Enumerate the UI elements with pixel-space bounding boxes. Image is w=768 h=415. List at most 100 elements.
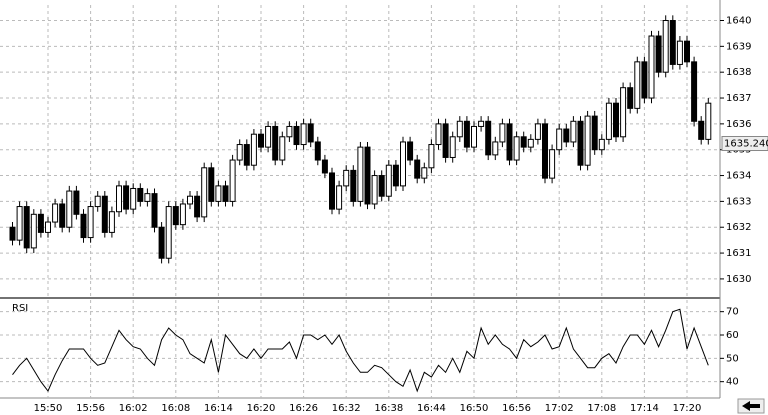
candle-body	[357, 146, 364, 202]
y-tick-label: 1640	[726, 16, 751, 27]
candle-body	[655, 35, 662, 73]
candle-body	[23, 206, 30, 249]
candle-body	[52, 203, 59, 223]
candle-body	[584, 115, 591, 166]
x-tick-label: 16:14	[204, 403, 233, 414]
x-tick-label: 16:38	[374, 403, 403, 414]
y-tick-label: 1630	[726, 274, 751, 285]
candle-body	[414, 159, 421, 179]
candle-body	[108, 211, 115, 233]
candle-body	[698, 120, 705, 140]
y-tick-label: 40	[726, 377, 739, 388]
candle-body	[130, 187, 137, 210]
scroll-button[interactable]	[737, 398, 765, 414]
candle-body	[634, 61, 641, 109]
candle-body	[158, 226, 165, 259]
candle-body	[116, 185, 122, 213]
candle-body	[471, 125, 477, 148]
x-tick-label: 16:32	[332, 403, 361, 414]
candle-body	[265, 125, 272, 148]
candle-body	[37, 213, 44, 233]
candle-body	[229, 159, 236, 202]
rsi-title: RSI	[12, 303, 28, 314]
candle-body	[591, 115, 598, 151]
candle-body	[371, 175, 378, 205]
y-tick-label: 1638	[726, 67, 751, 78]
candle-body	[179, 203, 186, 226]
candle-body	[705, 102, 712, 140]
candle-body	[421, 167, 428, 179]
candle-body	[627, 87, 634, 109]
candle-body	[293, 125, 300, 146]
x-tick-label: 17:02	[545, 403, 574, 414]
candle-body	[563, 128, 570, 143]
candle-body	[272, 125, 279, 161]
y-tick-label: 1631	[726, 248, 751, 259]
rsi-line	[12, 308, 709, 393]
candle-body	[669, 20, 676, 65]
candle-body	[691, 61, 698, 122]
candle-body	[577, 120, 584, 166]
x-tick-label: 16:56	[502, 403, 531, 414]
candle-body	[385, 164, 392, 197]
candle-body	[307, 123, 314, 143]
candle-body	[101, 195, 108, 233]
candle-body	[350, 169, 357, 202]
candle-body	[684, 40, 690, 63]
x-tick-label: 17:14	[630, 403, 659, 414]
candle-body	[137, 187, 144, 202]
candle-body	[300, 123, 307, 146]
candle-body	[151, 193, 158, 228]
candle-body	[80, 213, 87, 239]
candle-body	[513, 136, 520, 161]
x-tick-label: 16:08	[161, 403, 190, 414]
candle-body	[456, 120, 463, 138]
candle-body	[499, 123, 506, 143]
candle-body	[314, 141, 321, 161]
y-tick-label: 1634	[726, 171, 751, 182]
candle-body	[407, 141, 414, 161]
y-tick-label: 1637	[726, 93, 751, 104]
candle-body	[442, 123, 449, 158]
candle-body	[201, 167, 208, 218]
candle-body	[676, 40, 683, 65]
candle-body	[527, 138, 534, 148]
candle-body	[428, 144, 435, 169]
candle-body	[598, 138, 605, 151]
candle-body	[236, 144, 243, 161]
candle-body	[243, 144, 250, 166]
candle-body	[478, 120, 485, 127]
candle-body	[194, 195, 201, 218]
candle-body	[542, 123, 548, 179]
candle-body	[94, 195, 101, 208]
y-tick-label: 70	[726, 307, 739, 318]
candle-body	[66, 190, 73, 228]
candle-body	[492, 141, 499, 156]
x-tick-label: 16:26	[289, 403, 318, 414]
candle-body	[165, 206, 172, 259]
candle-body	[329, 172, 335, 210]
candle-body	[400, 141, 406, 187]
y-tick-label: 1633	[726, 196, 751, 207]
candle-body	[59, 203, 66, 228]
x-tick-label: 16:02	[119, 403, 148, 414]
candle-body	[605, 102, 612, 140]
candle-body	[9, 226, 16, 241]
x-tick-label: 15:50	[34, 403, 63, 414]
candle-body	[648, 35, 655, 99]
candle-body	[144, 193, 151, 202]
y-tick-label: 50	[726, 353, 739, 364]
candle-body	[258, 133, 264, 148]
candle-body	[279, 136, 286, 161]
x-tick-label: 16:20	[247, 403, 276, 414]
y-tick-label: 60	[726, 330, 739, 341]
candle-body	[73, 190, 80, 215]
candle-body	[613, 102, 619, 138]
candle-body	[30, 213, 37, 249]
x-tick-label: 16:44	[417, 403, 446, 414]
candle-body	[286, 125, 293, 138]
candle-body	[336, 185, 343, 210]
candle-body	[343, 169, 350, 187]
candle-body	[506, 123, 513, 161]
candle-body	[208, 167, 215, 202]
